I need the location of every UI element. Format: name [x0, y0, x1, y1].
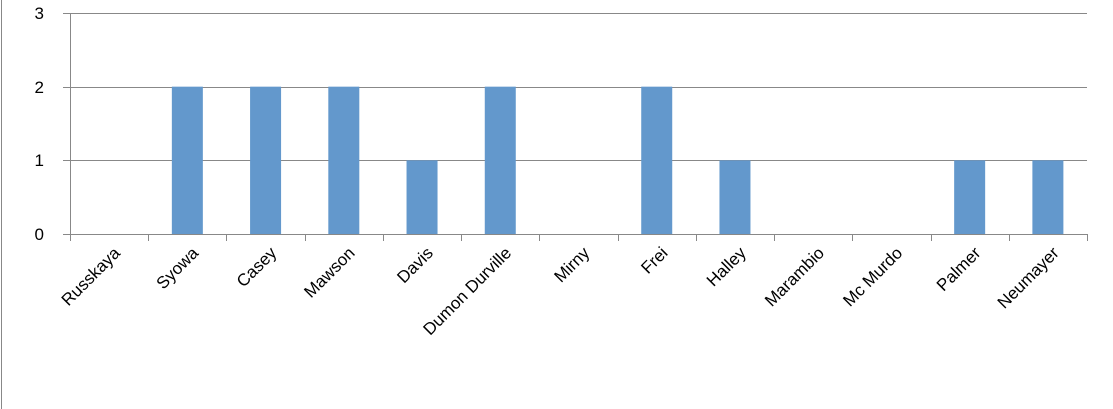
y-tick-labels: 0 1 2 3	[35, 4, 44, 244]
x-label-neumayer: Neumayer	[994, 243, 1063, 312]
x-label-mawson: Mawson	[300, 243, 358, 301]
x-label-mc-murdo: Mc Murdo	[839, 243, 906, 310]
x-label-halley: Halley	[703, 243, 750, 290]
x-label-mirny: Mirny	[551, 243, 594, 286]
bar-neumayer	[1032, 160, 1064, 234]
bar-palmer	[954, 160, 986, 234]
bar-davis	[406, 160, 438, 234]
bar-casey	[250, 86, 282, 235]
x-label-davis: Davis	[393, 243, 436, 286]
bar-frei	[641, 86, 673, 235]
x-label-casey: Casey	[233, 243, 281, 291]
x-label-marambio: Marambio	[761, 243, 828, 310]
y-tick-label-1: 1	[35, 151, 44, 170]
y-tick-label-2: 2	[35, 78, 44, 97]
x-label-russkaya: Russkaya	[58, 243, 125, 310]
x-label-syowa: Syowa	[153, 243, 203, 293]
axes	[63, 13, 1088, 241]
bar-dumon-durville	[484, 86, 516, 235]
bar-mawson	[328, 86, 360, 235]
bar-halley	[719, 160, 751, 234]
x-label-palmer: Palmer	[933, 243, 985, 295]
x-label-frei: Frei	[637, 243, 671, 277]
bars	[171, 86, 1064, 235]
y-tick-label-3: 3	[35, 4, 44, 23]
y-tick-label-0: 0	[35, 225, 44, 244]
grid-lines	[70, 13, 1087, 161]
bar-syowa	[171, 86, 203, 235]
